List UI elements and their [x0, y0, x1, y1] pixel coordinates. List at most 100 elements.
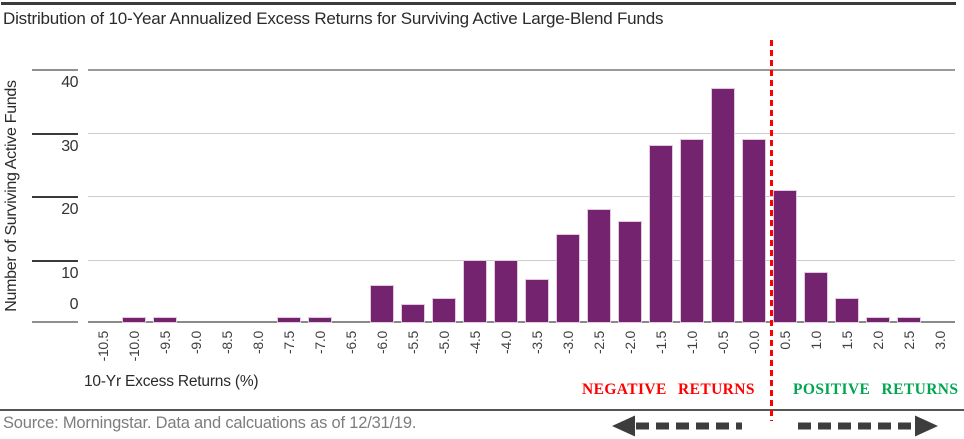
x-tick-label-text: 1.0: [807, 331, 824, 350]
x-tick-label: -7.5: [274, 331, 305, 377]
x-tick-label: -2.5: [583, 331, 614, 377]
y-tick: [32, 196, 78, 198]
y-tick-label: 20: [61, 201, 78, 218]
x-tick-label: -9.5: [150, 331, 181, 377]
x-tick-label: -5.5: [398, 331, 429, 377]
y-tick: [32, 321, 78, 323]
histogram-bar: [370, 284, 395, 323]
y-tick-label: 0: [69, 296, 79, 313]
histogram-bar: [865, 316, 890, 323]
x-tick-label: 3.0: [924, 331, 955, 377]
histogram-bar: [122, 316, 147, 323]
x-tick-label: -5.0: [429, 331, 460, 377]
y-gridline: [88, 196, 955, 197]
zero-divider-dashed-line: [770, 40, 773, 421]
x-tick-label: -3.0: [552, 331, 583, 377]
x-tick-label-text: -7.0: [312, 331, 329, 354]
histogram-bar: [710, 88, 735, 323]
x-tick-label-text: -6.0: [374, 331, 391, 354]
histogram-bar: [772, 189, 797, 323]
y-axis: 0 10 20 30 40: [0, 69, 88, 323]
x-tick-label-text: -5.0: [436, 331, 453, 354]
x-tick-label-text: -7.5: [281, 331, 298, 354]
y-gridline: [88, 69, 955, 71]
histogram-bar: [648, 145, 673, 323]
chart-title: Distribution of 10-Year Annualized Exces…: [3, 9, 664, 28]
histogram-bar: [277, 316, 302, 323]
x-tick-label: -0.5: [707, 331, 738, 377]
x-tick-label-text: -5.5: [405, 331, 422, 354]
x-tick-label-text: -1.5: [652, 331, 669, 354]
histogram-bar: [524, 278, 549, 323]
histogram-bar: [586, 208, 611, 323]
x-tick-label: -4.5: [460, 331, 491, 377]
negative-returns-label: NEGATIVE RETURNS: [582, 381, 755, 398]
x-tick-label-text: -0.0: [745, 331, 762, 354]
x-tick-label: -0.0: [738, 331, 769, 377]
direction-arrows: [612, 415, 938, 437]
x-tick-label: -3.5: [522, 331, 553, 377]
x-axis-labels: -10.5 -10.0 -9.5 -9.0 -8.5 -8.0 -7.5 -7.0 -6.5 -6…: [88, 331, 955, 377]
x-tick-label: -2.0: [614, 331, 645, 377]
histogram-bar: [432, 297, 457, 323]
x-tick-label-text: 1.5: [838, 331, 855, 350]
x-tick-label: 0.5: [769, 331, 800, 377]
x-tick-label: 2.5: [893, 331, 924, 377]
top-rule: [1, 2, 956, 5]
x-tick-label-text: -9.0: [188, 331, 205, 354]
x-tick-label-text: -6.5: [343, 331, 360, 354]
x-tick-label-text: 2.0: [869, 331, 886, 350]
histogram-bar: [463, 259, 488, 323]
histogram-bar: [834, 297, 859, 323]
y-tick: [32, 259, 78, 262]
histogram-bar: [679, 138, 704, 323]
y-tick-label: 30: [61, 137, 78, 155]
x-tick-label: -6.0: [367, 331, 398, 377]
x-tick-label-text: -4.0: [498, 331, 514, 354]
footer-separator: [0, 409, 964, 411]
x-tick-label-text: -10.5: [95, 331, 112, 362]
x-tick-label: -1.0: [676, 331, 707, 377]
x-tick-label-text: -3.5: [528, 331, 545, 354]
x-tick-label: 2.0: [862, 331, 893, 377]
x-tick-label: -10.5: [88, 331, 119, 377]
x-tick-label-text: -2.5: [590, 331, 607, 354]
x-tick-label-text: -9.5: [157, 331, 174, 354]
x-tick-label: -8.0: [243, 331, 274, 377]
histogram-bar: [153, 316, 178, 323]
positive-returns-label: POSITIVE RETURNS: [793, 381, 959, 398]
plot-area: [88, 69, 955, 323]
x-tick-label-text: -3.0: [559, 331, 576, 354]
histogram-bar: [741, 138, 766, 323]
x-tick-label-text: 2.5: [900, 331, 917, 350]
histogram-bar: [896, 316, 921, 323]
x-tick-label-text: -8.5: [219, 331, 236, 354]
x-tick-label-text: -1.0: [683, 331, 700, 354]
histogram-bar: [401, 303, 426, 323]
y-gridline: [88, 259, 955, 261]
x-tick-label-text: -0.5: [714, 331, 731, 354]
x-tick-label: -6.5: [336, 331, 367, 377]
x-tick-label: -4.0: [491, 331, 522, 377]
histogram-bar: [803, 272, 828, 323]
positive-direction-arrow-icon: [798, 415, 938, 437]
histogram-bar: [308, 316, 333, 323]
x-tick-label-text: -4.5: [467, 331, 484, 354]
y-tick: [32, 132, 78, 135]
x-axis-title: 10-Yr Excess Returns (%): [84, 373, 259, 390]
x-tick-label: 1.0: [800, 331, 831, 377]
x-tick-label-text: 3.0: [931, 331, 948, 350]
x-tick-label: -1.5: [645, 331, 676, 377]
histogram-bar: [617, 221, 642, 323]
x-tick-label-text: -2.0: [621, 331, 638, 354]
y-tick: [32, 69, 78, 71]
x-tick-label: -7.0: [305, 331, 336, 377]
source-note: Source: Morningstar. Data and calcuation…: [3, 414, 417, 432]
y-tick-label: 40: [61, 74, 78, 91]
x-tick-label: -10.0: [119, 331, 150, 377]
y-tick-label: 10: [61, 264, 78, 282]
x-tick-label-text: -8.0: [250, 331, 267, 354]
x-tick-label: -8.5: [212, 331, 243, 377]
x-tick-label: 1.5: [831, 331, 862, 377]
